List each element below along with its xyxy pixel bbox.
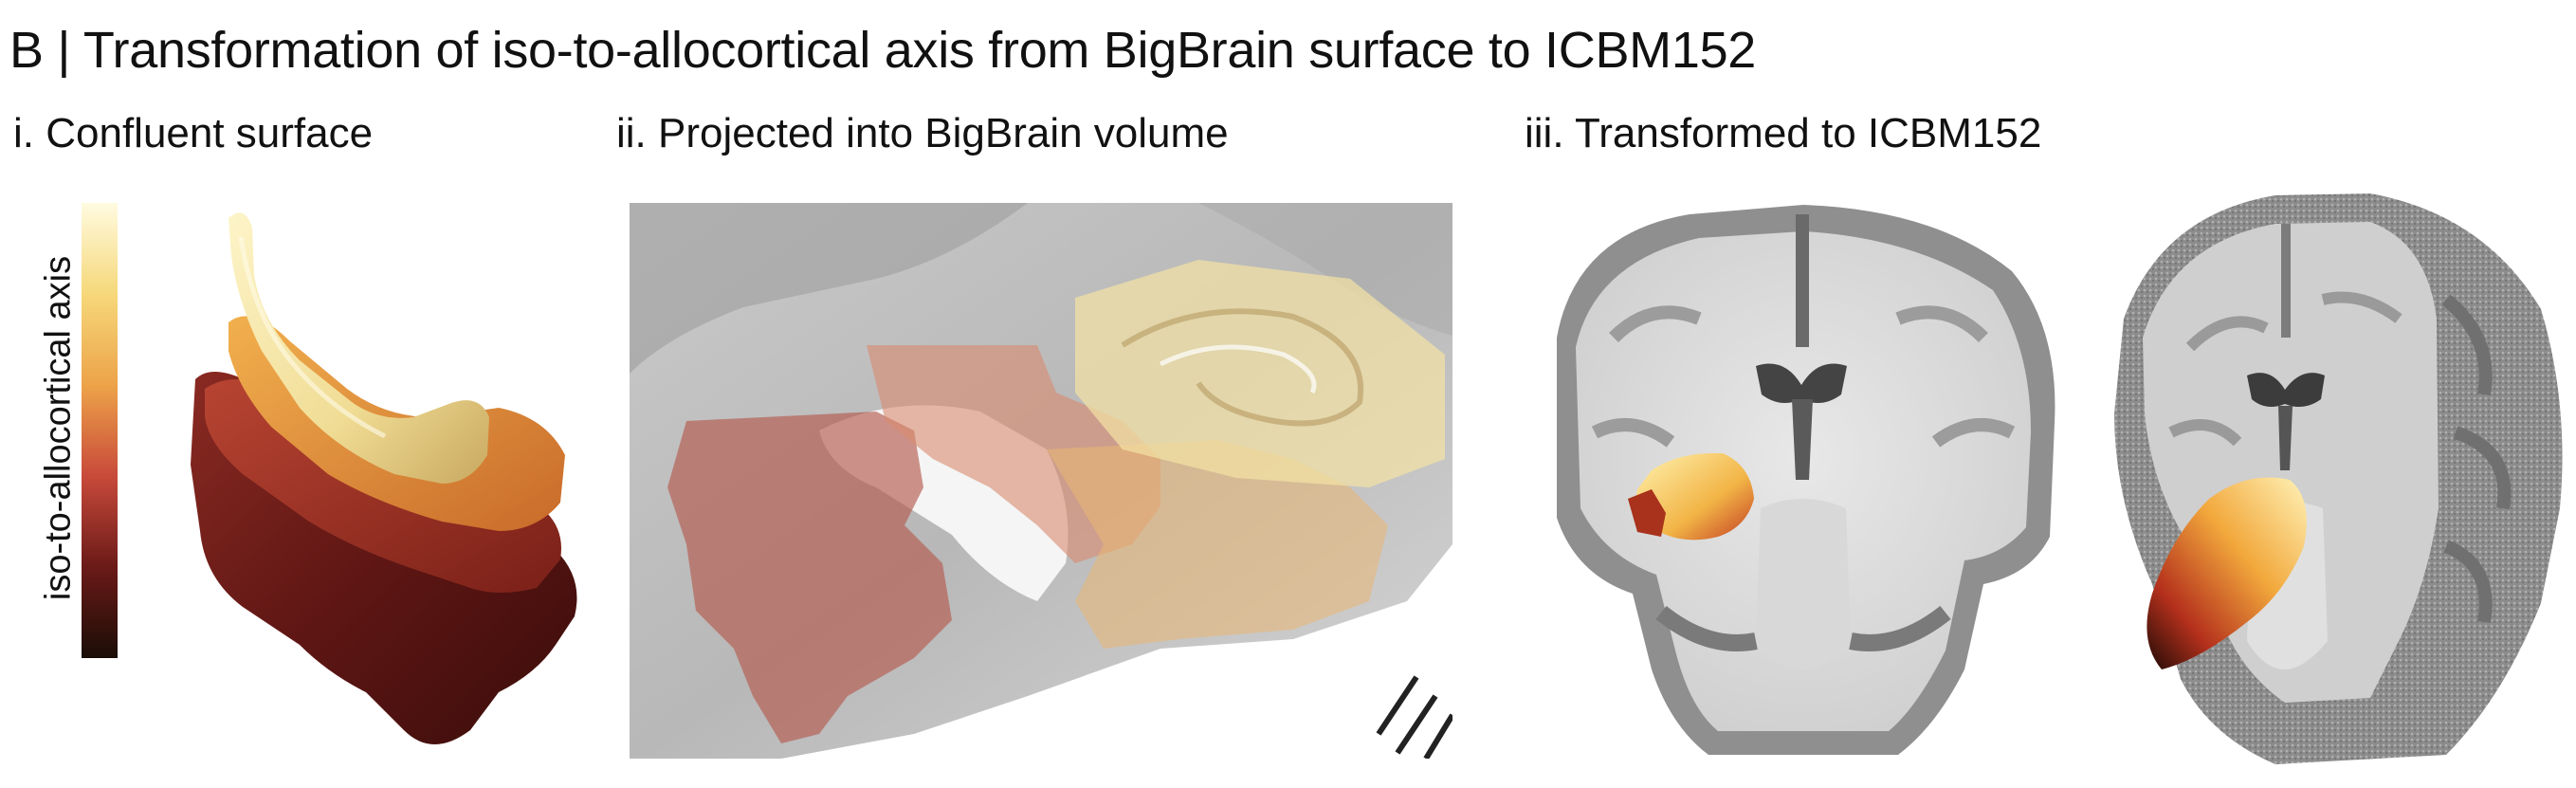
confluent-surface-render	[186, 199, 594, 759]
overlay-red	[667, 412, 952, 743]
bigbrain-volume-slice	[630, 203, 1452, 759]
panel-iii-label: iii. Transformed to ICBM152	[1525, 110, 2042, 156]
colorbar-label: iso-to-allocortical axis	[38, 255, 79, 601]
figure-title: B | Transformation of iso-to-allocortica…	[9, 22, 1757, 79]
brainstem	[1756, 499, 1851, 669]
roi-overlay-3d	[2147, 477, 2307, 669]
icbm152-3d-render	[2086, 186, 2569, 774]
colorbar: iso-to-allocortical axis	[23, 199, 127, 673]
overlay-orange	[1047, 440, 1388, 649]
ventricles	[1756, 363, 1847, 403]
panel-ii-label: ii. Projected into BigBrain volume	[616, 110, 1229, 156]
ventricles-3d	[2247, 373, 2325, 408]
colorbar-gradient	[82, 203, 118, 658]
icbm152-coronal-slice	[1538, 195, 2069, 764]
overlay-pale	[1075, 260, 1445, 487]
roi-overlay	[1636, 452, 1754, 541]
surface-layer-pale	[228, 212, 489, 484]
panel-i-label: i. Confluent surface	[13, 110, 374, 156]
